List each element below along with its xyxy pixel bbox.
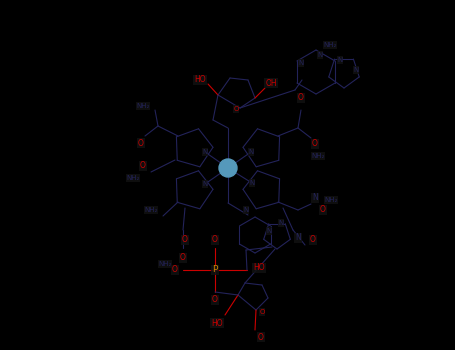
Text: O: O xyxy=(312,140,318,148)
Text: N: N xyxy=(202,149,207,155)
Text: NH₂: NH₂ xyxy=(311,153,325,159)
Text: N: N xyxy=(354,67,359,73)
Text: O: O xyxy=(182,236,188,245)
Text: HO: HO xyxy=(211,318,223,328)
Text: HO: HO xyxy=(194,76,206,84)
Text: NH₂: NH₂ xyxy=(158,261,172,267)
Text: NH₂: NH₂ xyxy=(136,103,150,109)
Text: N: N xyxy=(295,233,301,243)
Text: HO: HO xyxy=(253,264,265,273)
Text: OH: OH xyxy=(265,78,277,88)
Text: O: O xyxy=(258,332,264,342)
Text: NH₂: NH₂ xyxy=(324,42,337,48)
Text: O: O xyxy=(212,295,218,304)
Text: N: N xyxy=(318,52,323,58)
Text: O: O xyxy=(212,236,218,245)
Text: NH₂: NH₂ xyxy=(126,175,140,181)
Text: N: N xyxy=(266,228,272,234)
Text: O: O xyxy=(172,266,178,274)
Text: P: P xyxy=(212,266,217,274)
Text: O: O xyxy=(138,139,144,147)
Text: N: N xyxy=(243,207,248,213)
Text: N: N xyxy=(337,57,343,63)
Text: N: N xyxy=(202,181,207,187)
Text: N: N xyxy=(278,220,283,226)
Text: O: O xyxy=(259,309,265,315)
Text: N: N xyxy=(312,194,318,203)
Text: N: N xyxy=(248,149,253,155)
Text: O: O xyxy=(180,253,186,262)
Text: N: N xyxy=(298,60,303,66)
Text: O: O xyxy=(310,236,316,245)
Text: N: N xyxy=(249,180,255,186)
Circle shape xyxy=(219,159,237,177)
Text: NH₂: NH₂ xyxy=(144,207,158,213)
Text: O: O xyxy=(320,205,326,215)
Text: Co: Co xyxy=(222,163,233,173)
Text: NH₂: NH₂ xyxy=(324,197,338,203)
Text: O: O xyxy=(140,161,146,170)
Text: O: O xyxy=(233,106,239,112)
Text: O: O xyxy=(298,93,304,103)
